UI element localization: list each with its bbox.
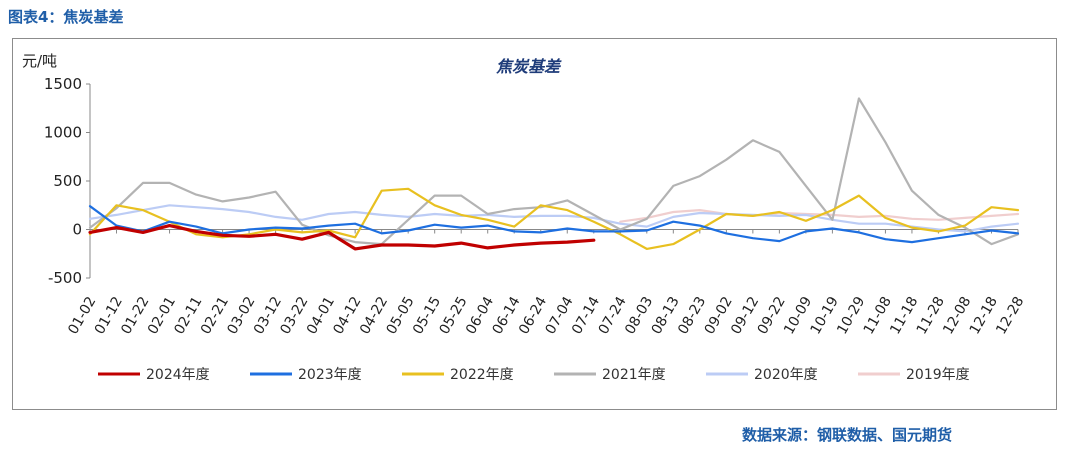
x-axis: 01-0201-1201-2202-0102-1102-2103-0203-12… xyxy=(65,229,1027,337)
y-tick-label: -500 xyxy=(48,269,82,287)
y-axis: -500 0 500 1000 1500 xyxy=(44,75,91,287)
series-line-3 xyxy=(88,187,1020,250)
legend: 2024年度 2023年度 2022年度 2021年度 2020年度 2019年度 xyxy=(98,367,970,383)
y-tick-label: 0 xyxy=(72,221,82,239)
legend-label: 2024年度 xyxy=(146,367,210,383)
legend-label: 2021年度 xyxy=(602,367,666,383)
series-line-4 xyxy=(88,97,1020,246)
y-tick-label: 500 xyxy=(53,172,82,190)
legend-label: 2022年度 xyxy=(450,367,514,383)
legend-label: 2019年度 xyxy=(906,367,970,383)
series-line-5 xyxy=(88,204,1020,233)
data-source: 数据来源：钢联数据、国元期货 xyxy=(741,426,952,444)
chart-frame xyxy=(12,38,1057,410)
series-line-2 xyxy=(88,205,1020,244)
y-tick-label: 1500 xyxy=(44,75,82,93)
legend-label: 2023年度 xyxy=(298,367,362,383)
series-line-1 xyxy=(88,224,596,251)
legend-label: 2020年度 xyxy=(754,367,818,383)
x-tick-label: 12-28 xyxy=(993,294,1027,337)
figure-label: 图表4：焦炭基差 xyxy=(8,8,124,26)
y-tick-label: 1000 xyxy=(44,124,82,142)
chart-title: 焦炭基差 xyxy=(496,57,562,76)
y-axis-label: 元/吨 xyxy=(22,52,57,70)
series-layer xyxy=(88,97,1020,251)
